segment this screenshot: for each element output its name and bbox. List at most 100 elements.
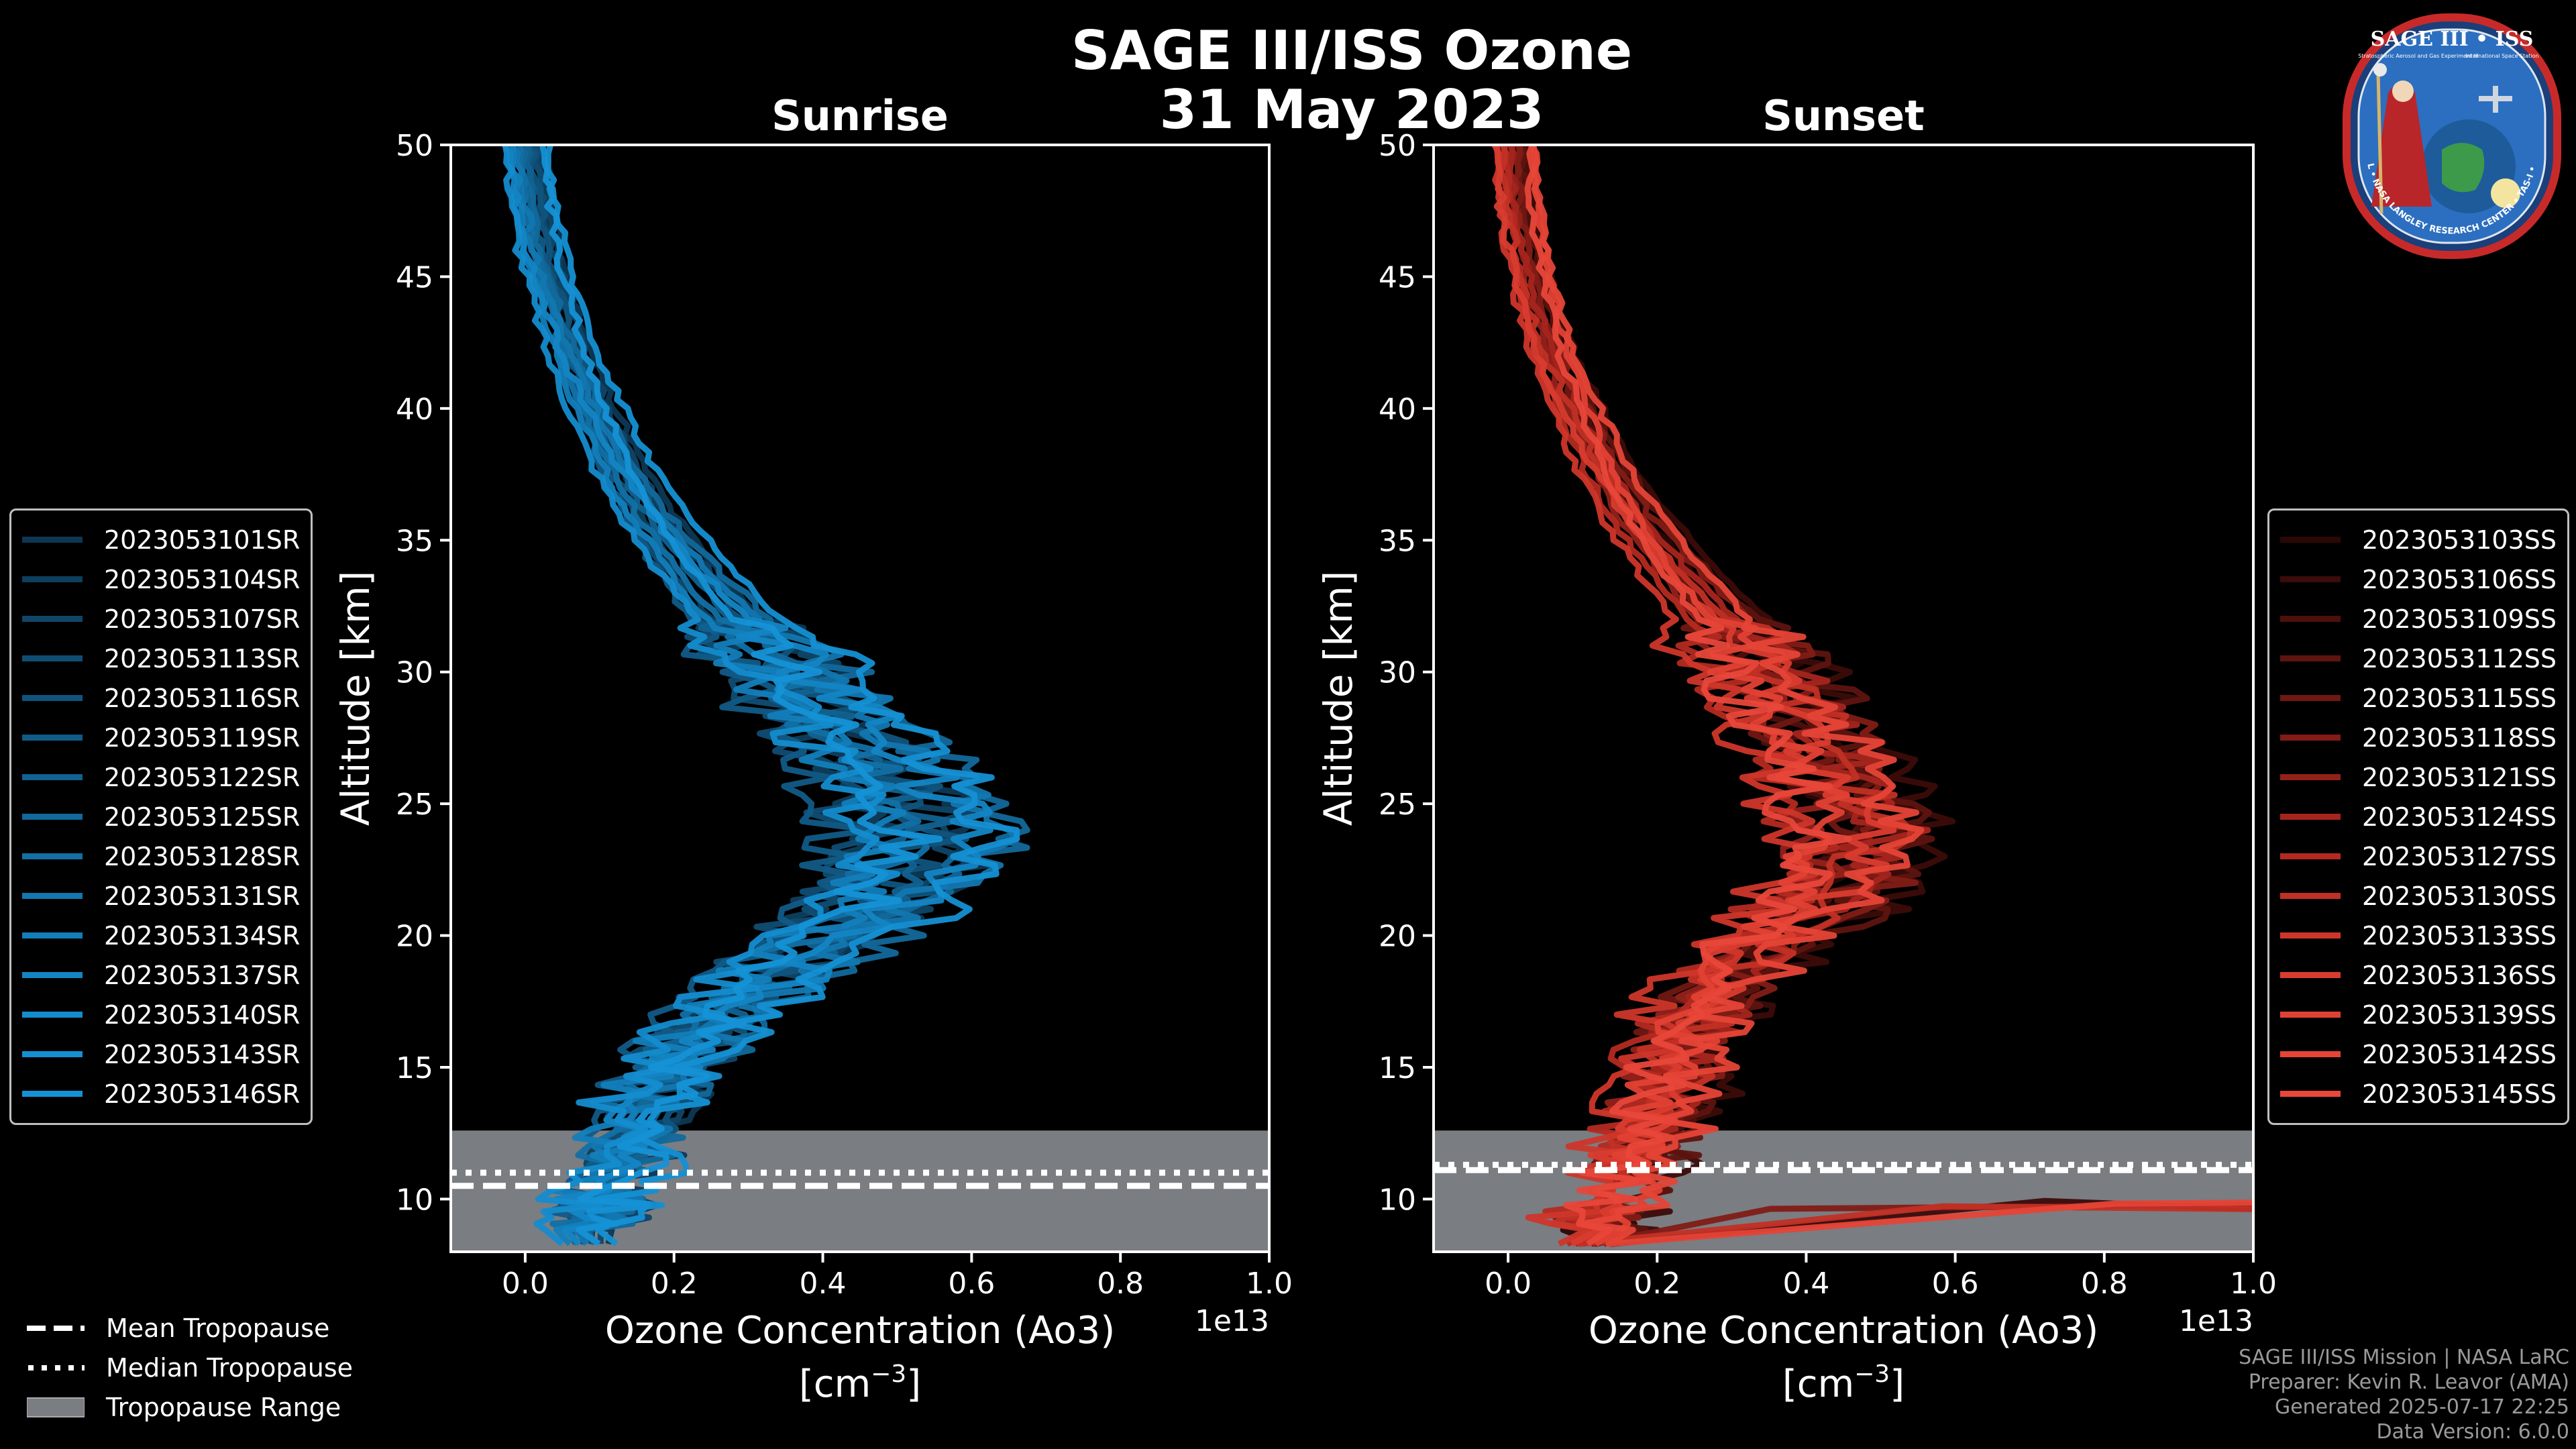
legend-swatch [22, 655, 83, 661]
legend-label: 2023053140SR [104, 1000, 301, 1030]
legend-label: 2023053133SS [2362, 920, 2557, 951]
sunset-y-tick-label: 45 [1379, 260, 1416, 294]
sunrise-x-offset-label: 1e13 [1195, 1304, 1269, 1338]
sunset-y-label: Altitude [km] [1316, 571, 1361, 826]
sunset-x-offset-label: 1e13 [2179, 1304, 2253, 1338]
sunset-x-tick-label: 0.6 [1932, 1267, 1979, 1301]
legend-swatch [22, 774, 83, 780]
legend-label: 2023053103SS [2362, 525, 2557, 555]
sunset-y-tick-label: 25 [1379, 788, 1416, 822]
sunrise-y-tick-label: 15 [396, 1051, 433, 1085]
sunset-y-tick-label: 10 [1379, 1183, 1416, 1217]
legend-item: 2023053134SR [22, 916, 300, 955]
legend-swatch [22, 814, 83, 820]
legend-mean-label: Mean Tropopause [106, 1313, 330, 1343]
legend-label: 2023053121SS [2362, 762, 2557, 792]
logo-subtitle: Stratospheric Aerosol and Gas Experiment… [2358, 53, 2478, 59]
legend-item: 2023053113SR [22, 639, 300, 678]
legend-label: 2023053136SS [2362, 960, 2557, 990]
legend-swatch [2280, 893, 2341, 899]
legend-label: 2023053104SR [104, 564, 301, 594]
legend-swatch [2280, 1091, 2341, 1097]
sunrise-y-tick-label: 20 [396, 920, 433, 954]
legend-swatch [2280, 655, 2341, 661]
sunrise-y-tick-label: 30 [396, 656, 433, 690]
legend-median-tropopause: Median Tropopause [27, 1348, 353, 1387]
sunrise-x-label: Ozone Concentration (Ao3) [605, 1309, 1115, 1352]
legend-swatch [2280, 695, 2341, 701]
legend-item: 2023053142SS [2280, 1034, 2557, 1074]
legend-item: 2023053122SR [22, 757, 300, 797]
legend-label: 2023053145SS [2362, 1079, 2557, 1109]
legend-swatch [22, 537, 83, 543]
legend-swatch [22, 576, 83, 582]
sunset-axes-frame [1432, 144, 2255, 1253]
sunrise-legend: 2023053101SR 2023053104SR 2023053107SR 2023… [9, 508, 313, 1125]
legend-label: 2023053146SR [104, 1079, 301, 1109]
sunset-tropopause-range [1434, 1130, 2253, 1252]
legend-swatch [22, 1051, 83, 1057]
legend-item: 2023053103SS [2280, 520, 2557, 559]
sunset-y-tick-label: 15 [1379, 1051, 1416, 1085]
dotted-line-icon [28, 1364, 85, 1371]
sunset-legend: 2023053103SS 2023053106SS 2023053109SS 2023… [2267, 508, 2570, 1125]
sunrise-series-line [539, 145, 943, 1246]
logo-iss-text: International Space Station [2466, 53, 2539, 59]
legend-item: 2023053133SS [2280, 916, 2557, 955]
sunset-series-line [1493, 145, 1897, 1247]
sunrise-panel-title: Sunrise [771, 91, 949, 140]
legend-label: 2023053137SR [104, 960, 301, 990]
legend-label: 2023053125SR [104, 802, 301, 832]
sunrise-x-tick-label: 0.0 [502, 1267, 549, 1301]
sunrise-series-line [502, 145, 994, 1246]
legend-label: 2023053127SS [2362, 841, 2557, 871]
legend-swatch [2280, 853, 2341, 859]
sunset-x-unit: [cm−3] [1782, 1360, 1904, 1406]
legend-label: 2023053101SR [104, 525, 301, 555]
sunset-x-tick-label: 1.0 [2230, 1267, 2277, 1301]
legend-swatch [2280, 932, 2341, 938]
sunset-plot-area [1434, 145, 2253, 1252]
sunrise-x-tick-label: 1.0 [1246, 1267, 1293, 1301]
credits: SAGE III/ISS Mission | NASA LaRC Prepare… [2239, 1345, 2569, 1444]
legend-item: 2023053119SR [22, 718, 300, 757]
sunset-y-tick-label: 50 [1379, 129, 1416, 163]
legend-swatch [2280, 537, 2341, 543]
legend-swatch [22, 735, 83, 741]
sunrise-x-tick-label: 0.8 [1097, 1267, 1144, 1301]
sunrise-x-unit: [cm−3] [799, 1360, 921, 1406]
legend-label: 2023053109SS [2362, 604, 2557, 634]
sunset-panel-title: Sunset [1762, 91, 1925, 140]
legend-item: 2023053107SR [22, 599, 300, 639]
sunrise-y-label: Altitude [km] [333, 571, 378, 826]
legend-label: 2023053119SR [104, 722, 301, 753]
credit-mission: SAGE III/ISS Mission | NASA LaRC [2239, 1346, 2569, 1369]
legend-median-label: Median Tropopause [106, 1352, 353, 1383]
sunrise-y-tick-label: 40 [396, 392, 433, 427]
legend-item: 2023053128SR [22, 837, 300, 876]
sunset-x-tick-label: 0.0 [1485, 1267, 1532, 1301]
sunrise-series-line [524, 145, 969, 1245]
chart-date: 31 May 2023 [1159, 78, 1544, 141]
legend-swatch [2280, 814, 2341, 820]
legend-label: 2023053122SR [104, 762, 301, 792]
legend-item: 2023053136SS [2280, 955, 2557, 995]
legend-item: 2023053118SS [2280, 718, 2557, 757]
dashed-line-icon [27, 1325, 85, 1331]
legend-item: 2023053109SS [2280, 599, 2557, 639]
range-swatch-icon [27, 1397, 85, 1417]
legend-label: 2023053142SS [2362, 1039, 2557, 1069]
sunset-series-line [1528, 145, 1850, 1247]
legend-range-label: Tropopause Range [106, 1392, 341, 1422]
legend-item: 2023053115SS [2280, 678, 2557, 718]
legend-swatch [22, 1012, 83, 1018]
legend-item: 2023053127SS [2280, 837, 2557, 876]
legend-label: 2023053115SS [2362, 683, 2557, 713]
legend-item: 2023053130SS [2280, 876, 2557, 916]
legend-swatch [2280, 1051, 2341, 1057]
legend-swatch [22, 972, 83, 978]
sunrise-x-tick-label: 0.6 [948, 1267, 995, 1301]
legend-swatch [22, 853, 83, 859]
legend-swatch [22, 1091, 83, 1097]
